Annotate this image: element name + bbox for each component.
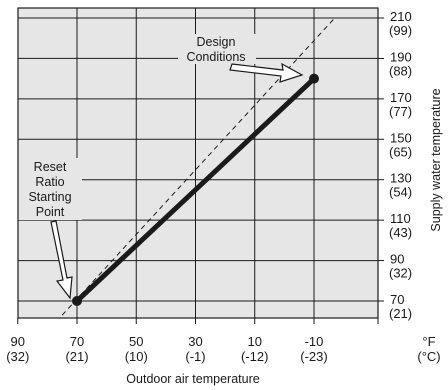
reset-label-line3: Starting [28,190,71,204]
plot-border [17,7,379,319]
x-unit-f: °F [422,334,435,349]
x-tick-label-celsius: (32) [6,349,29,364]
y-tick-label: 150 [390,130,412,145]
x-tick-label: 50 [129,334,143,349]
y-tick-label: 210 [390,9,412,24]
y-tick-label-celsius: (43) [389,225,412,240]
design-label-line2: Conditions [186,50,245,64]
reset-label-line2: Ratio [35,175,64,189]
y-tick-label-celsius: (99) [389,23,412,38]
design-arrow-icon [229,62,304,83]
y-tick-label-celsius: (77) [389,104,412,119]
y-tick-label-celsius: (21) [389,306,412,321]
y-axis-label: Supply water temperature [429,88,443,231]
x-unit-c: (°C) [417,349,440,364]
x-axis-label: Outdoor air temperature [126,372,259,386]
x-tick-label: 10 [248,334,262,349]
reset-label-line1: Reset [34,160,67,174]
y-tick-label-celsius: (32) [389,266,412,281]
y-tick-label-celsius: (54) [389,185,412,200]
reset-starting-point [72,296,82,306]
design-label-line1: Design [197,35,236,49]
y-tick-label-celsius: (88) [389,63,412,78]
y-tick-label: 190 [390,49,412,64]
x-tick-label: 70 [70,334,84,349]
x-tick-label-celsius: (-12) [241,349,268,364]
y-tick-label: 170 [390,90,412,105]
y-tick-label: 70 [390,292,404,307]
reset-ratio-line [75,76,316,303]
x-tick-label-celsius: (10) [125,349,148,364]
x-tick-label: 90 [11,334,25,349]
reset-label-line4: Point [36,205,65,219]
design-conditions-annotation: Design Conditions [178,34,304,83]
y-tick-labels: 210(99) 190(88) 170(77) 150(65) 130(54) 110(4… [389,9,412,321]
x-tick-label: 30 [188,334,202,349]
x-tick-labels: 90(32) 70(21) 50(10) 30(-1) 10(-12) -10(-23) [6,334,328,364]
x-tick-label: -10 [305,334,324,349]
reset-arrow-icon [50,220,73,300]
x-tick-label-celsius: (21) [65,349,88,364]
design-conditions-point [309,73,319,84]
reset-point-annotation: Reset Ratio Starting Point [18,158,82,300]
x-tick-label-celsius: (-23) [300,349,327,364]
y-tick-label-celsius: (65) [389,144,412,159]
y-tick-label: 90 [390,252,404,267]
y-tick-label: 130 [390,171,412,186]
y-tick-label: 110 [390,211,411,226]
x-tick-label-celsius: (-1) [185,349,205,364]
